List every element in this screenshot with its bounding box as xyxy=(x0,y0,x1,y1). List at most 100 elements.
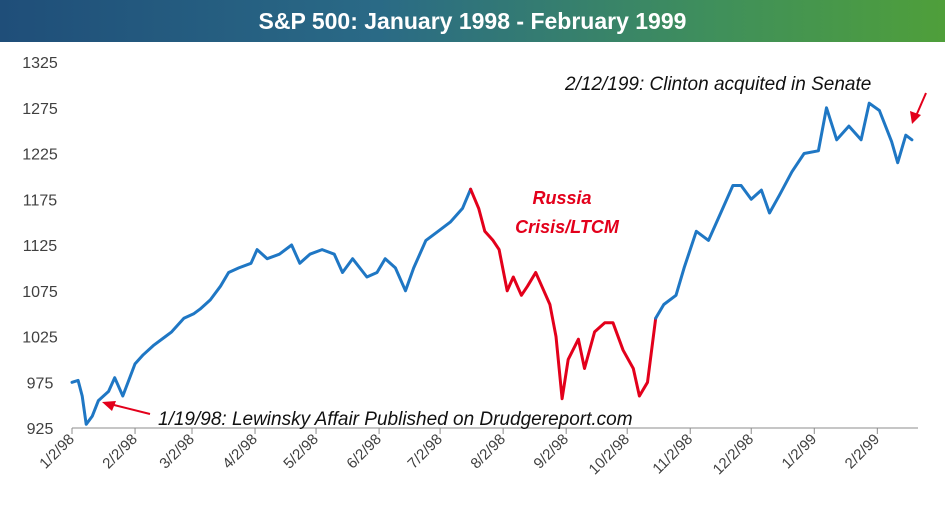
data-point xyxy=(107,390,110,393)
annotation-russia: Russia xyxy=(532,188,591,208)
data-point xyxy=(622,349,624,352)
data-point xyxy=(512,276,515,278)
data-point xyxy=(778,193,781,196)
data-point xyxy=(561,397,563,400)
data-point xyxy=(209,299,212,301)
data-point xyxy=(250,262,252,265)
data-point xyxy=(170,331,173,333)
data-point xyxy=(266,257,269,260)
annotation-clinton-arrowhead xyxy=(910,111,921,124)
data-point xyxy=(740,184,742,187)
data-point xyxy=(555,335,557,338)
data-point xyxy=(113,376,116,379)
data-point xyxy=(803,152,805,155)
chart-title-bar: S&P 500: January 1998 - February 1999 xyxy=(0,0,945,42)
data-point xyxy=(817,150,820,152)
data-point xyxy=(376,271,378,274)
data-point xyxy=(238,267,240,269)
annotation-clinton-arrow-line xyxy=(915,92,927,117)
data-point xyxy=(219,285,222,288)
data-point xyxy=(577,338,580,341)
data-point xyxy=(71,381,73,384)
data-point xyxy=(760,189,763,191)
data-point xyxy=(437,230,439,233)
data-point xyxy=(425,239,427,242)
y-tick-label: 1175 xyxy=(23,192,58,209)
x-tick-label: 11/2/98 xyxy=(649,431,696,478)
x-tick-label: 7/2/98 xyxy=(404,431,446,473)
x-tick-label: 8/2/98 xyxy=(467,431,509,473)
annotation-lewinsky: 1/19/98: Lewinsky Affair Published on Dr… xyxy=(158,409,633,430)
data-point xyxy=(309,253,311,255)
annotation-lewinsky-arrowhead xyxy=(102,401,116,411)
x-tick-label: 6/2/98 xyxy=(343,431,385,473)
data-point xyxy=(193,312,195,315)
data-point xyxy=(593,331,596,333)
data-point xyxy=(791,171,793,173)
x-tick-label: 5/2/98 xyxy=(280,431,322,473)
data-point xyxy=(484,230,486,233)
data-point xyxy=(183,317,185,320)
x-tick-label: 12/2/98 xyxy=(710,431,757,478)
data-point xyxy=(461,207,464,210)
data-point xyxy=(663,303,665,306)
data-point xyxy=(719,212,722,214)
series-line-1 xyxy=(70,187,473,426)
data-point xyxy=(646,381,649,384)
data-point xyxy=(675,294,677,297)
data-point xyxy=(848,125,850,127)
data-point xyxy=(498,248,500,251)
data-point xyxy=(896,161,899,164)
data-point xyxy=(492,239,494,242)
data-point xyxy=(905,134,907,136)
y-tick-label: 1225 xyxy=(22,147,58,164)
data-point xyxy=(333,253,336,255)
data-point xyxy=(351,257,354,260)
data-point xyxy=(732,184,734,187)
data-point xyxy=(868,102,870,104)
data-point xyxy=(227,271,230,274)
data-point xyxy=(825,107,828,109)
data-point xyxy=(750,198,752,201)
data-point xyxy=(256,248,258,251)
series-line-3 xyxy=(654,101,914,320)
data-point xyxy=(654,317,657,320)
data-point xyxy=(683,267,685,269)
data-point xyxy=(85,423,87,426)
data-point xyxy=(142,354,144,356)
x-tick-label: 2/2/99 xyxy=(842,431,884,473)
annotation-crisis-ltcm: Crisis/LTCM xyxy=(515,217,620,237)
x-tick-label: 9/2/98 xyxy=(530,431,572,473)
data-point xyxy=(549,303,551,306)
data-point xyxy=(81,395,83,397)
data-point xyxy=(890,140,893,143)
data-point xyxy=(878,109,881,112)
series-lines xyxy=(70,101,914,426)
y-axis-ticks: 925 975 1025 1075 1125 1175 1225 1275 1325 xyxy=(22,55,58,438)
y-tick-label: 975 xyxy=(27,375,54,392)
data-point xyxy=(695,230,698,233)
y-tick-label: 1025 xyxy=(22,330,58,347)
y-tick-label: 925 xyxy=(27,421,54,438)
data-point xyxy=(164,335,167,338)
data-point xyxy=(604,322,606,324)
annotation-lewinsky-arrow-line xyxy=(109,403,151,415)
x-tick-label: 4/2/98 xyxy=(219,431,261,473)
data-point xyxy=(638,395,641,397)
data-point xyxy=(768,212,771,214)
y-tick-label: 1325 xyxy=(22,55,58,72)
data-point xyxy=(506,290,509,292)
x-axis-ticks: 1/2/98 2/2/98 3/2/98 4/2/98 5/2/98 6/2/98 7/2/… xyxy=(36,428,883,478)
x-tick-label: 2/2/98 xyxy=(99,431,141,473)
data-point xyxy=(707,239,710,242)
data-point xyxy=(366,276,368,278)
data-point xyxy=(97,399,100,402)
data-point xyxy=(152,344,155,347)
data-point xyxy=(911,139,913,141)
data-point xyxy=(77,379,79,382)
data-point xyxy=(199,308,201,310)
data-point xyxy=(404,290,407,292)
data-point xyxy=(632,367,635,370)
annotation-clinton: 2/12/199: Clinton acquited in Senate xyxy=(564,74,871,95)
